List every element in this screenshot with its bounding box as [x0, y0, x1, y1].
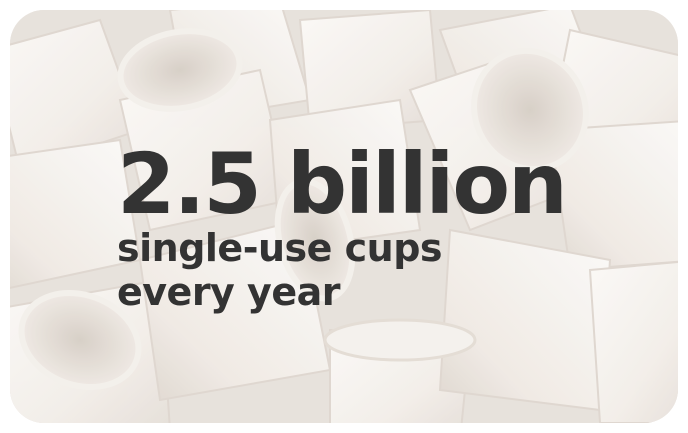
caption-line-1: single-use cups	[117, 226, 443, 270]
soft-shadows	[10, 10, 678, 423]
caption-line-2: every year	[117, 270, 340, 314]
paper-cups-photo	[10, 10, 678, 423]
headline-statistic: 2.5 billion	[117, 135, 568, 233]
statistic-caption: single-use cups every year	[117, 226, 566, 314]
statistic-overlay: 2.5 billion single-use cups every year	[117, 135, 568, 314]
cup-group-front	[10, 178, 678, 423]
photo-card: 2.5 billion single-use cups every year	[10, 10, 678, 423]
